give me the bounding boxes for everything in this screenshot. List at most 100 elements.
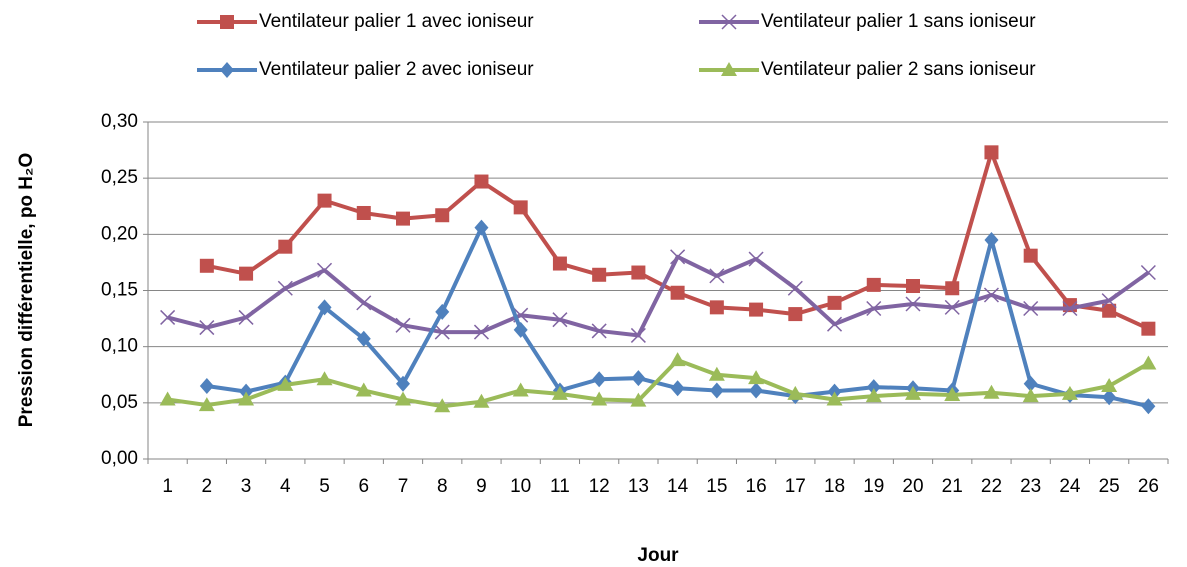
data-point (160, 309, 176, 325)
data-point (866, 300, 882, 317)
data-point (551, 385, 568, 400)
x-tick-label: 20 (902, 476, 923, 497)
data-point (983, 287, 999, 303)
x-tick-label: 10 (510, 476, 531, 497)
x-tick-label: 2 (202, 476, 213, 497)
data-point (827, 295, 842, 310)
data-point (396, 211, 410, 226)
data-point (709, 382, 724, 399)
data-point (317, 262, 333, 278)
x-tick-label: 9 (476, 476, 487, 497)
y-tick-label: 0,30 (101, 111, 138, 132)
x-tick-label: 11 (550, 476, 570, 497)
data-point (474, 174, 489, 189)
data-point (944, 386, 961, 401)
data-point (199, 377, 214, 394)
data-point (945, 281, 960, 296)
data-point (749, 382, 764, 399)
legend-label: Ventilateur palier 2 sans ioniseur (761, 59, 1036, 80)
x-axis-label: Jour (637, 545, 679, 566)
data-point (317, 299, 332, 316)
x-tick-label: 8 (437, 476, 448, 497)
y-tick-label: 0,20 (101, 223, 138, 244)
x-tick-label: 5 (319, 476, 330, 497)
data-point (513, 321, 528, 338)
data-point (905, 385, 921, 400)
series-line (167, 254, 1150, 338)
data-point (670, 249, 686, 265)
data-point (1141, 398, 1156, 415)
y-tick-label: 0,05 (101, 392, 138, 413)
data-point (944, 299, 960, 315)
data-point (866, 379, 881, 396)
x-tick-label: 26 (1138, 476, 1159, 497)
data-point (473, 324, 489, 340)
data-point (1062, 300, 1078, 317)
data-point (277, 376, 294, 391)
data-point (1023, 375, 1038, 392)
data-point (356, 205, 371, 220)
data-point (317, 193, 332, 208)
data-point (1101, 293, 1117, 309)
data-point (1101, 377, 1118, 392)
data-point (631, 265, 646, 280)
legend-marker (220, 62, 234, 78)
data-point (278, 239, 293, 254)
x-tick-label: 23 (1020, 476, 1041, 497)
x-tick-label: 7 (398, 476, 409, 497)
x-tick-label: 24 (1059, 476, 1081, 497)
data-point (670, 380, 685, 397)
data-point (355, 382, 372, 397)
data-point (238, 391, 255, 406)
data-point (552, 256, 567, 271)
data-point (592, 267, 607, 282)
data-point (630, 327, 646, 343)
legend-label: Ventilateur palier 1 avec ioniseur (259, 11, 534, 32)
data-point (1023, 300, 1039, 317)
y-tick-label: 0,10 (101, 336, 138, 357)
x-tick-label: 3 (241, 476, 252, 497)
x-tick-label: 18 (824, 476, 845, 497)
data-point (199, 258, 214, 273)
data-point (1022, 388, 1039, 403)
y-tick-label: 0,25 (101, 167, 138, 188)
legend-label: Ventilateur palier 2 avec ioniseur (259, 59, 534, 80)
data-point (434, 398, 451, 413)
data-point (865, 388, 882, 403)
data-point (905, 296, 921, 312)
data-point (356, 330, 371, 347)
data-point (552, 312, 568, 328)
data-point (1102, 389, 1117, 406)
data-point (474, 219, 489, 236)
data-point (748, 251, 764, 267)
data-point (827, 316, 843, 332)
y-tick-label: 0,00 (101, 448, 138, 469)
data-point (906, 279, 920, 294)
data-point (1102, 303, 1117, 318)
data-point (749, 302, 764, 317)
data-point (1140, 355, 1157, 370)
data-point (277, 280, 293, 296)
data-point (748, 370, 765, 385)
x-tick-label: 21 (942, 476, 963, 497)
data-point (199, 320, 215, 336)
x-tick-label: 4 (280, 476, 291, 497)
data-point (395, 317, 411, 333)
data-point (473, 393, 490, 408)
data-point (1061, 385, 1078, 400)
x-tick-label: 22 (981, 476, 1002, 497)
data-point (435, 208, 450, 223)
x-tick-label: 15 (706, 476, 727, 497)
data-point (984, 231, 999, 248)
data-point (1023, 248, 1038, 263)
data-point (788, 307, 803, 322)
x-tick-label: 14 (667, 476, 689, 497)
y-tick-label: 0,15 (101, 280, 138, 301)
data-point (709, 268, 725, 284)
x-tick-label: 13 (628, 476, 649, 497)
data-point (787, 385, 804, 400)
data-point (591, 391, 608, 406)
data-point (316, 371, 333, 386)
data-point (984, 145, 999, 160)
